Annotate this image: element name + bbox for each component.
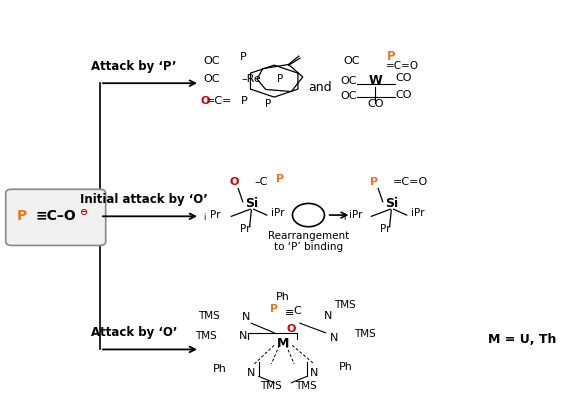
Text: Ph: Ph xyxy=(276,292,290,302)
Text: N: N xyxy=(310,369,319,379)
Text: TMS: TMS xyxy=(195,331,217,341)
Text: Ph: Ph xyxy=(213,364,227,374)
Text: Si: Si xyxy=(385,197,398,210)
Text: TMS: TMS xyxy=(295,381,316,391)
Text: M = U, Th: M = U, Th xyxy=(488,332,557,346)
FancyBboxPatch shape xyxy=(6,189,106,245)
Text: ≡C–O: ≡C–O xyxy=(36,209,76,223)
Text: –C: –C xyxy=(254,177,267,187)
Text: N: N xyxy=(324,311,333,321)
Text: Attack by ‘P’: Attack by ‘P’ xyxy=(91,60,177,73)
Text: OC: OC xyxy=(203,74,220,84)
Text: C: C xyxy=(293,306,301,316)
Text: OC: OC xyxy=(203,57,220,67)
Text: TMS: TMS xyxy=(260,381,282,391)
Text: =C=O: =C=O xyxy=(393,177,428,187)
Text: Attack by ‘O’: Attack by ‘O’ xyxy=(91,326,178,339)
Text: M: M xyxy=(277,337,289,350)
Text: O: O xyxy=(229,177,239,187)
Text: Initial attack by ‘O’: Initial attack by ‘O’ xyxy=(80,193,208,206)
Text: ⊖: ⊖ xyxy=(79,207,87,217)
Text: P: P xyxy=(270,304,278,314)
Text: P: P xyxy=(239,52,246,62)
Text: Pr: Pr xyxy=(240,224,251,234)
Text: CO: CO xyxy=(367,99,384,109)
Text: Si: Si xyxy=(245,197,258,210)
Text: P: P xyxy=(265,99,271,109)
Text: P: P xyxy=(276,174,284,184)
Text: TMS: TMS xyxy=(354,329,376,339)
Text: W: W xyxy=(369,74,382,87)
Text: CO: CO xyxy=(396,73,412,83)
Text: CO: CO xyxy=(396,90,412,100)
Text: P: P xyxy=(277,74,283,84)
Text: =C=: =C= xyxy=(205,96,232,106)
Text: N: N xyxy=(247,369,255,379)
Text: iPr: iPr xyxy=(348,210,362,220)
Text: N: N xyxy=(242,312,250,322)
Text: Pr: Pr xyxy=(210,210,221,220)
Text: O: O xyxy=(287,324,296,334)
Text: Pr: Pr xyxy=(380,224,391,234)
Text: TMS: TMS xyxy=(198,311,220,321)
Text: N: N xyxy=(330,333,338,343)
Text: and: and xyxy=(308,81,332,94)
Text: i: i xyxy=(204,213,206,223)
Text: –Re: –Re xyxy=(242,74,262,84)
Text: OC: OC xyxy=(343,57,359,67)
Text: O: O xyxy=(201,96,210,106)
Text: OC: OC xyxy=(340,76,356,86)
Text: ≡: ≡ xyxy=(285,308,294,318)
Text: i: i xyxy=(343,213,346,223)
Text: P: P xyxy=(17,209,28,223)
Text: Ph: Ph xyxy=(339,362,352,372)
Text: iPr: iPr xyxy=(411,208,425,218)
Text: P: P xyxy=(370,177,378,187)
Text: iPr: iPr xyxy=(271,208,285,218)
Text: P: P xyxy=(387,50,396,63)
Text: Rearrangement
to ‘P’ binding: Rearrangement to ‘P’ binding xyxy=(268,231,349,253)
Text: OC: OC xyxy=(340,91,356,101)
Text: =C=O: =C=O xyxy=(386,61,419,71)
Text: P: P xyxy=(241,96,248,106)
Text: N: N xyxy=(239,331,247,341)
Text: TMS: TMS xyxy=(334,300,356,310)
